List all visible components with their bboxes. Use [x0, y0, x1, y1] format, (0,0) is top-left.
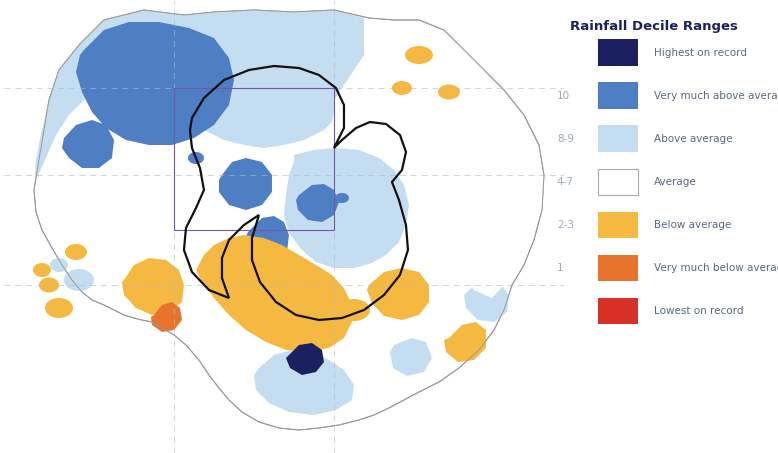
Polygon shape: [196, 235, 352, 352]
Ellipse shape: [483, 253, 501, 267]
Polygon shape: [390, 338, 432, 376]
FancyBboxPatch shape: [598, 125, 638, 152]
Text: 8-9: 8-9: [557, 134, 574, 144]
Polygon shape: [76, 22, 234, 145]
Text: Very much above average: Very much above average: [654, 91, 778, 101]
Polygon shape: [464, 280, 509, 322]
Text: 1: 1: [557, 263, 563, 273]
Text: Average: Average: [654, 177, 696, 187]
FancyBboxPatch shape: [598, 169, 638, 195]
Ellipse shape: [33, 263, 51, 277]
Polygon shape: [219, 158, 272, 210]
Ellipse shape: [65, 244, 87, 260]
Ellipse shape: [493, 147, 515, 163]
Polygon shape: [296, 184, 339, 222]
Text: 2-3: 2-3: [557, 220, 574, 230]
Ellipse shape: [338, 299, 370, 321]
Text: 10: 10: [557, 91, 570, 101]
Polygon shape: [122, 258, 184, 315]
Ellipse shape: [392, 81, 412, 95]
Text: 4-7: 4-7: [557, 177, 574, 187]
Polygon shape: [151, 302, 182, 332]
Text: Very much below average: Very much below average: [654, 263, 778, 273]
Polygon shape: [330, 22, 544, 298]
Text: Lowest on record: Lowest on record: [654, 306, 744, 316]
Polygon shape: [284, 148, 409, 268]
Text: Highest on record: Highest on record: [654, 48, 747, 58]
Ellipse shape: [64, 269, 94, 291]
FancyBboxPatch shape: [598, 82, 638, 109]
Ellipse shape: [50, 258, 68, 272]
FancyBboxPatch shape: [598, 39, 638, 66]
FancyBboxPatch shape: [598, 298, 638, 324]
FancyBboxPatch shape: [598, 212, 638, 238]
Ellipse shape: [335, 193, 349, 203]
Ellipse shape: [438, 85, 460, 100]
Polygon shape: [444, 322, 486, 362]
Ellipse shape: [39, 278, 59, 293]
Polygon shape: [244, 216, 289, 264]
Polygon shape: [34, 10, 364, 190]
Text: Below average: Below average: [654, 220, 731, 230]
Polygon shape: [254, 350, 354, 415]
Text: Rainfall Decile Ranges: Rainfall Decile Ranges: [570, 20, 738, 34]
Text: Above average: Above average: [654, 134, 732, 144]
Polygon shape: [62, 120, 114, 168]
Polygon shape: [367, 268, 429, 320]
FancyBboxPatch shape: [598, 255, 638, 281]
Polygon shape: [286, 343, 324, 375]
Ellipse shape: [188, 152, 204, 164]
Ellipse shape: [405, 46, 433, 64]
Ellipse shape: [45, 298, 73, 318]
Polygon shape: [34, 10, 544, 430]
Polygon shape: [446, 185, 499, 248]
